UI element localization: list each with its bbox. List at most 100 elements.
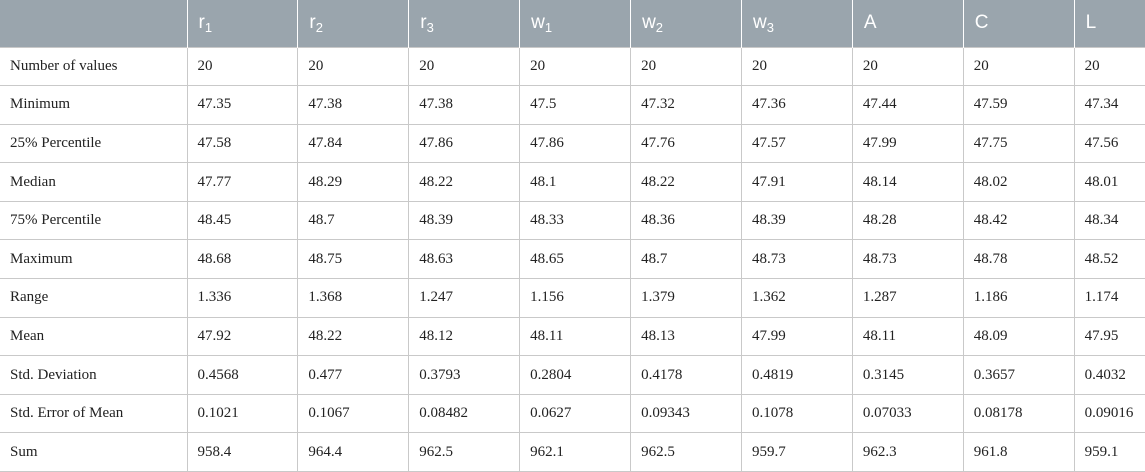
table-cell: 48.68 bbox=[186, 239, 298, 279]
table-cell: 48.65 bbox=[519, 239, 631, 279]
header-subscript: 2 bbox=[655, 19, 664, 35]
table-row: Std. Deviation 0.4568 0.477 0.3793 0.2804 0.4… bbox=[0, 355, 1145, 395]
table-cell: 48.7 bbox=[297, 200, 409, 240]
header-cell-a: A bbox=[851, 0, 964, 47]
table-row: Mean 47.92 48.22 48.12 48.11 48.13 47.99 48.11 4… bbox=[0, 316, 1145, 356]
row-label: 25% Percentile bbox=[0, 123, 187, 163]
table-cell: 962.5 bbox=[408, 432, 520, 472]
table-cell: 48.36 bbox=[630, 200, 742, 240]
row-label: Minimum bbox=[0, 85, 187, 125]
table-cell: 47.76 bbox=[630, 123, 742, 163]
table-row: 25% Percentile 47.58 47.84 47.86 47.86 47.76 4… bbox=[0, 123, 1145, 163]
table-cell: 48.75 bbox=[297, 239, 409, 279]
table-cell: 48.22 bbox=[297, 316, 409, 356]
row-label: Std. Deviation bbox=[0, 355, 187, 395]
table-cell: 20 bbox=[297, 46, 409, 86]
header-label: r bbox=[420, 11, 427, 33]
table-cell: 47.86 bbox=[519, 123, 631, 163]
table-cell: 961.8 bbox=[962, 432, 1075, 472]
table-cell: 0.3145 bbox=[851, 355, 964, 395]
table-cell: 0.09016 bbox=[1073, 393, 1145, 433]
table-cell: 0.09343 bbox=[630, 393, 742, 433]
header-cell-w2: w2 bbox=[630, 0, 742, 47]
table-cell: 48.39 bbox=[408, 200, 520, 240]
header-cell-r1: r1 bbox=[186, 0, 298, 47]
header-cell-c: C bbox=[962, 0, 1075, 47]
table-cell: 20 bbox=[851, 46, 964, 86]
header-cell-r3: r3 bbox=[408, 0, 520, 47]
table-cell: 48.29 bbox=[297, 162, 409, 202]
table-cell: 48.13 bbox=[630, 316, 742, 356]
table-cell: 958.4 bbox=[186, 432, 298, 472]
header-label: C bbox=[974, 12, 989, 34]
table-cell: 48.11 bbox=[519, 316, 631, 356]
header-label: L bbox=[1085, 12, 1097, 34]
table-row: Maximum 48.68 48.75 48.63 48.65 48.7 48.73 48.7… bbox=[0, 239, 1145, 279]
row-label: 75% Percentile bbox=[0, 200, 187, 240]
table-header: r1 r2 r3 w1 w2 w3 A C L bbox=[0, 0, 1145, 47]
table-cell: 48.12 bbox=[408, 316, 520, 356]
header-label: A bbox=[863, 12, 877, 34]
table-row: Sum 958.4 964.4 962.5 962.1 962.5 959.7 962.3 96… bbox=[0, 432, 1145, 472]
table-cell: 20 bbox=[408, 46, 520, 86]
table-cell: 1.362 bbox=[740, 278, 853, 318]
table-cell: 47.38 bbox=[408, 85, 520, 125]
table-cell: 48.45 bbox=[186, 200, 298, 240]
table-cell: 48.73 bbox=[740, 239, 853, 279]
table-cell: 20 bbox=[519, 46, 631, 86]
table-cell: 1.368 bbox=[297, 278, 409, 318]
table-cell: 47.36 bbox=[740, 85, 853, 125]
table-cell: 47.59 bbox=[962, 85, 1075, 125]
table-cell: 47.5 bbox=[519, 85, 631, 125]
table-cell: 48.52 bbox=[1073, 239, 1145, 279]
table-row: 75% Percentile 48.45 48.7 48.39 48.33 48.36 48… bbox=[0, 200, 1145, 240]
row-label: Sum bbox=[0, 432, 187, 472]
table-cell: 964.4 bbox=[297, 432, 409, 472]
table-cell: 0.4178 bbox=[630, 355, 742, 395]
table-cell: 1.247 bbox=[408, 278, 520, 318]
table-cell: 0.4032 bbox=[1073, 355, 1145, 395]
table-row: Median 47.77 48.29 48.22 48.1 48.22 47.91 48.14… bbox=[0, 162, 1145, 202]
header-label: w bbox=[642, 11, 656, 33]
table-cell: 48.1 bbox=[519, 162, 631, 202]
header-label: w bbox=[752, 11, 767, 33]
table-cell: 0.4568 bbox=[186, 355, 298, 395]
table-cell: 47.95 bbox=[1073, 316, 1145, 356]
table-cell: 47.75 bbox=[962, 123, 1075, 163]
header-subscript: 3 bbox=[426, 19, 434, 35]
table-cell: 959.7 bbox=[740, 432, 853, 472]
table-cell: 47.58 bbox=[186, 123, 298, 163]
header-subscript: 3 bbox=[766, 19, 774, 35]
header-cell-stat bbox=[0, 0, 187, 47]
table-row: Std. Error of Mean 0.1021 0.1067 0.08482 0.0… bbox=[0, 393, 1145, 433]
header-label: w bbox=[531, 11, 545, 33]
table-cell: 47.99 bbox=[740, 316, 853, 356]
table-cell: 48.11 bbox=[851, 316, 964, 356]
header-cell-l: L bbox=[1073, 0, 1145, 47]
table-cell: 962.5 bbox=[630, 432, 742, 472]
row-label: Maximum bbox=[0, 239, 187, 279]
header-subscript: 1 bbox=[204, 19, 213, 35]
header-cell-w3: w3 bbox=[740, 0, 853, 47]
table-cell: 47.86 bbox=[408, 123, 520, 163]
row-label: Number of values bbox=[0, 46, 187, 86]
row-label: Mean bbox=[0, 316, 187, 356]
table-cell: 48.09 bbox=[962, 316, 1075, 356]
table-cell: 0.4819 bbox=[740, 355, 853, 395]
table-cell: 1.379 bbox=[630, 278, 742, 318]
table-cell: 47.56 bbox=[1073, 123, 1145, 163]
table-cell: 47.38 bbox=[297, 85, 409, 125]
table-body: Number of values 20 20 20 20 20 20 20 20 20 Minimu… bbox=[0, 46, 1145, 472]
row-label: Std. Error of Mean bbox=[0, 393, 187, 433]
table-row: Range 1.336 1.368 1.247 1.156 1.379 1.362 1.287… bbox=[0, 278, 1145, 318]
table-cell: 0.1021 bbox=[186, 393, 298, 433]
table-cell: 20 bbox=[186, 46, 298, 86]
table-cell: 0.07033 bbox=[851, 393, 964, 433]
table-cell: 20 bbox=[630, 46, 742, 86]
table-cell: 0.1078 bbox=[740, 393, 853, 433]
table-cell: 48.7 bbox=[630, 239, 742, 279]
table-cell: 48.14 bbox=[851, 162, 964, 202]
table-row: Minimum 47.35 47.38 47.38 47.5 47.32 47.36 47.4… bbox=[0, 85, 1145, 125]
table-cell: 1.336 bbox=[186, 278, 298, 318]
